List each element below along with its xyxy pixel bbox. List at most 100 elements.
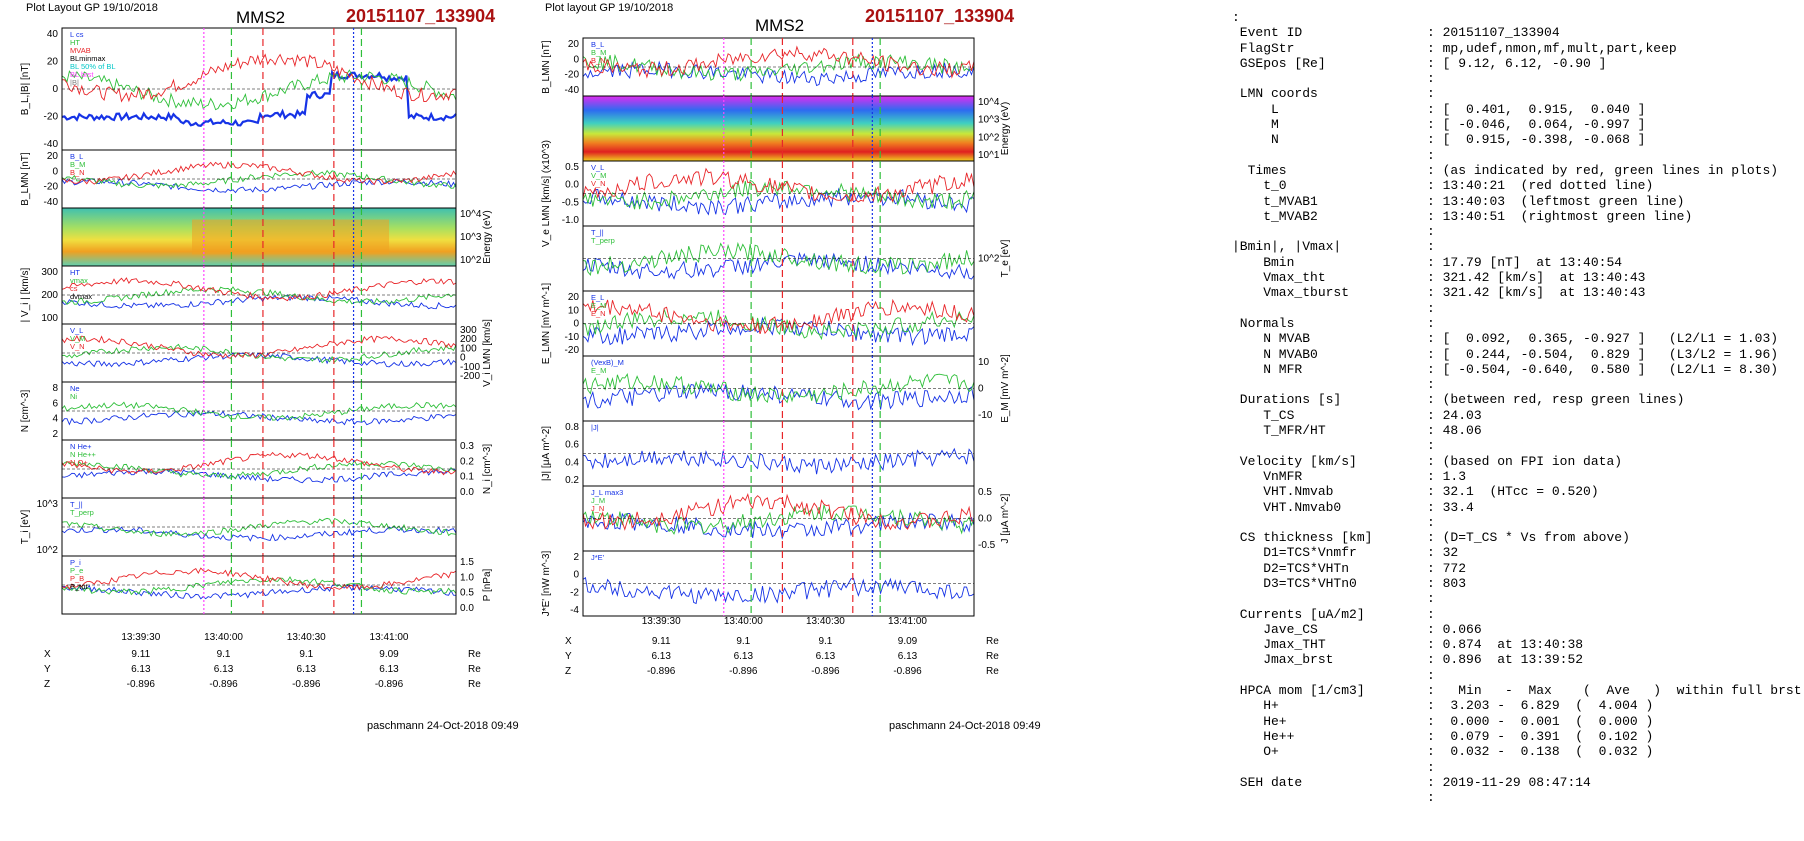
subplot: 2 0 -2 -4 J*E' [nW m^-3] J*E' <box>541 550 975 617</box>
info-line: FlagStr : mp,udef,nmon,mf,mult,part,keep <box>1232 40 1677 56</box>
legend-label: N He++ <box>70 450 96 459</box>
legend-label: N O+ <box>70 458 88 467</box>
legend-label: B_M <box>70 160 85 169</box>
series-line <box>61 178 457 194</box>
y-axis-label: B_L,|B| [nT] <box>20 63 31 116</box>
info-line: : <box>1232 377 1435 393</box>
y-tick-label: 8 <box>52 383 58 394</box>
y-tick-label: 200 <box>41 290 58 301</box>
y-tick-label: 10^3 <box>978 115 1000 126</box>
legend-label: Ne <box>70 384 80 393</box>
y-tick-label: -200 <box>460 371 480 382</box>
legend-label: T_perp <box>591 236 615 245</box>
subplot: 20 0 -20 -40 B_LMN [nT] B_LB_MB_N <box>20 149 457 209</box>
y-axis-label: N_i [cm^-3] <box>482 444 493 494</box>
info-line: t_MVAB1 : 13:40:03 (leftmost green line) <box>1232 193 1685 209</box>
info-line: D3=TCS*VHTn0 : 803 <box>1232 575 1467 591</box>
series-line <box>61 335 457 359</box>
info-line: : <box>1232 591 1435 607</box>
info-line: t_MVAB2 : 13:40:51 (rightmost green line… <box>1232 208 1693 224</box>
y-tick-label: -10 <box>565 332 580 343</box>
legend-label: V_M <box>70 334 85 343</box>
legend-label: HT <box>70 38 80 47</box>
ephemeris-value: 6.13 <box>816 651 836 662</box>
info-line: : <box>1232 147 1435 163</box>
info-line: : <box>1232 759 1435 775</box>
subplot: 20 10 0 -10 -20 E_LMN [mV m^-1] E_LE_ME_N <box>541 283 975 364</box>
y-tick-label: 0.5 <box>460 588 474 599</box>
y-tick-label: 200 <box>460 334 477 345</box>
ephemeris-value: 6.13 <box>898 651 918 662</box>
middle-event-title: 20151107_133904 <box>865 6 1015 26</box>
series-line <box>61 68 457 127</box>
y-tick-label: 0.0 <box>460 487 474 498</box>
series-line <box>582 316 975 347</box>
ephemeris-value: 9.11 <box>131 649 150 660</box>
series-line <box>61 410 457 426</box>
info-line: M : [ -0.046, 0.064, -0.997 ] <box>1232 117 1646 133</box>
legend-label: BL 50% of BL <box>70 62 116 71</box>
legend-label: B_M <box>591 48 606 57</box>
y-tick-label: 0.0 <box>460 603 474 614</box>
y-axis-label: E_M [mV m^-2] <box>1000 354 1011 423</box>
y-tick-label: 0.3 <box>460 441 474 452</box>
spectrogram <box>583 96 974 161</box>
y-tick-label: 20 <box>47 57 59 68</box>
series-line <box>582 53 975 82</box>
ephemeris-value: 9.11 <box>652 636 671 647</box>
y-tick-label: 20 <box>568 292 580 303</box>
y-tick-label: 10^3 <box>37 499 59 510</box>
ephemeris-row-name: X <box>44 649 51 660</box>
middle-footer: paschmann 24-Oct-2018 09:49 <box>889 720 1041 732</box>
info-line: N MFR : [ -0.504, -0.640, 0.580 ] (L2/L1… <box>1232 361 1779 377</box>
info-line: t_0 : 13:40:21 (red dotted line) <box>1232 178 1654 194</box>
info-line: GSEpos [Re] : [ 9.12, 6.12, -0.90 ] <box>1232 55 1607 71</box>
legend-label: E_M <box>591 301 606 310</box>
info-line: VHT.Nmvab0 : 33.4 <box>1232 499 1474 515</box>
x-tick-label: 13:39:30 <box>121 632 160 643</box>
ephemeris-value: 6.13 <box>734 651 754 662</box>
series-line <box>61 451 457 476</box>
subplot: 20 0 -20 -40 B_LMN [nT] B_LB_MB_N <box>541 37 975 97</box>
y-tick-label: 10^1 <box>978 150 1000 161</box>
info-line: Durations [s] : (between red, resp green… <box>1232 392 1685 408</box>
x-tick-label: 13:40:30 <box>287 632 326 643</box>
y-axis-label: T_e [eV] <box>1000 239 1011 277</box>
info-line: D2=TCS*VHTn : 772 <box>1232 560 1467 576</box>
ephemeris-unit: Re <box>468 664 481 675</box>
y-tick-label: -20 <box>565 70 580 81</box>
legend-label: J_N <box>591 504 604 513</box>
ephemeris-row-name: Z <box>565 666 571 677</box>
y-tick-label: 10^2 <box>978 132 1000 143</box>
subplot: 40 20 0 -20 -40 B_L,|B| [nT] L csHTMVABBLminma… <box>20 27 457 151</box>
legend-label: T_perp <box>70 508 94 517</box>
y-axis-label: N [cm^-3] <box>20 390 31 433</box>
y-tick-label: 0 <box>52 84 58 95</box>
info-line: Vmax_tht : 321.42 [km/s] at 13:40:43 <box>1232 270 1646 286</box>
series-line <box>61 576 457 596</box>
ephemeris-unit: Re <box>986 651 999 662</box>
y-tick-label: 10^4 <box>978 97 1000 108</box>
middle-panel-stack: 200-20-40B_LMN [nT] B_LB_MB_N10^4 10^3 10^2… <box>541 37 1011 677</box>
legend-label: |B| <box>70 78 79 87</box>
legend-label: cs <box>70 284 78 293</box>
info-line: Event ID : 20151107_133904 <box>1232 25 1560 41</box>
y-tick-label: 10^2 <box>460 255 482 266</box>
y-tick-label: 20 <box>47 151 59 162</box>
y-tick-label: 0.5 <box>565 162 579 173</box>
y-tick-label: 0.0 <box>978 514 992 525</box>
ephemeris-value: 9.09 <box>898 636 918 647</box>
info-line: Jmax_brst : 0.896 at 13:39:52 <box>1232 652 1584 668</box>
ephemeris-value: 6.13 <box>131 664 151 675</box>
x-tick-label: 13:39:30 <box>642 616 681 627</box>
y-axis-label: Energy (eV) <box>1000 102 1011 155</box>
info-line: N MVAB : [ 0.092, 0.365, -0.927 ] (L2/L1… <box>1232 331 1779 347</box>
ephemeris-row-name: Z <box>44 679 50 690</box>
ephemeris-row-name: Y <box>44 664 51 675</box>
subplot: 10^4 10^3 10^2 Energy (eV) <box>61 207 493 267</box>
info-line: VHT.Nmvab : 32.1 (HTcc = 0.520) <box>1232 484 1599 500</box>
y-tick-label: 10^2 <box>37 545 59 556</box>
y-tick-label: 0.2 <box>460 456 474 467</box>
